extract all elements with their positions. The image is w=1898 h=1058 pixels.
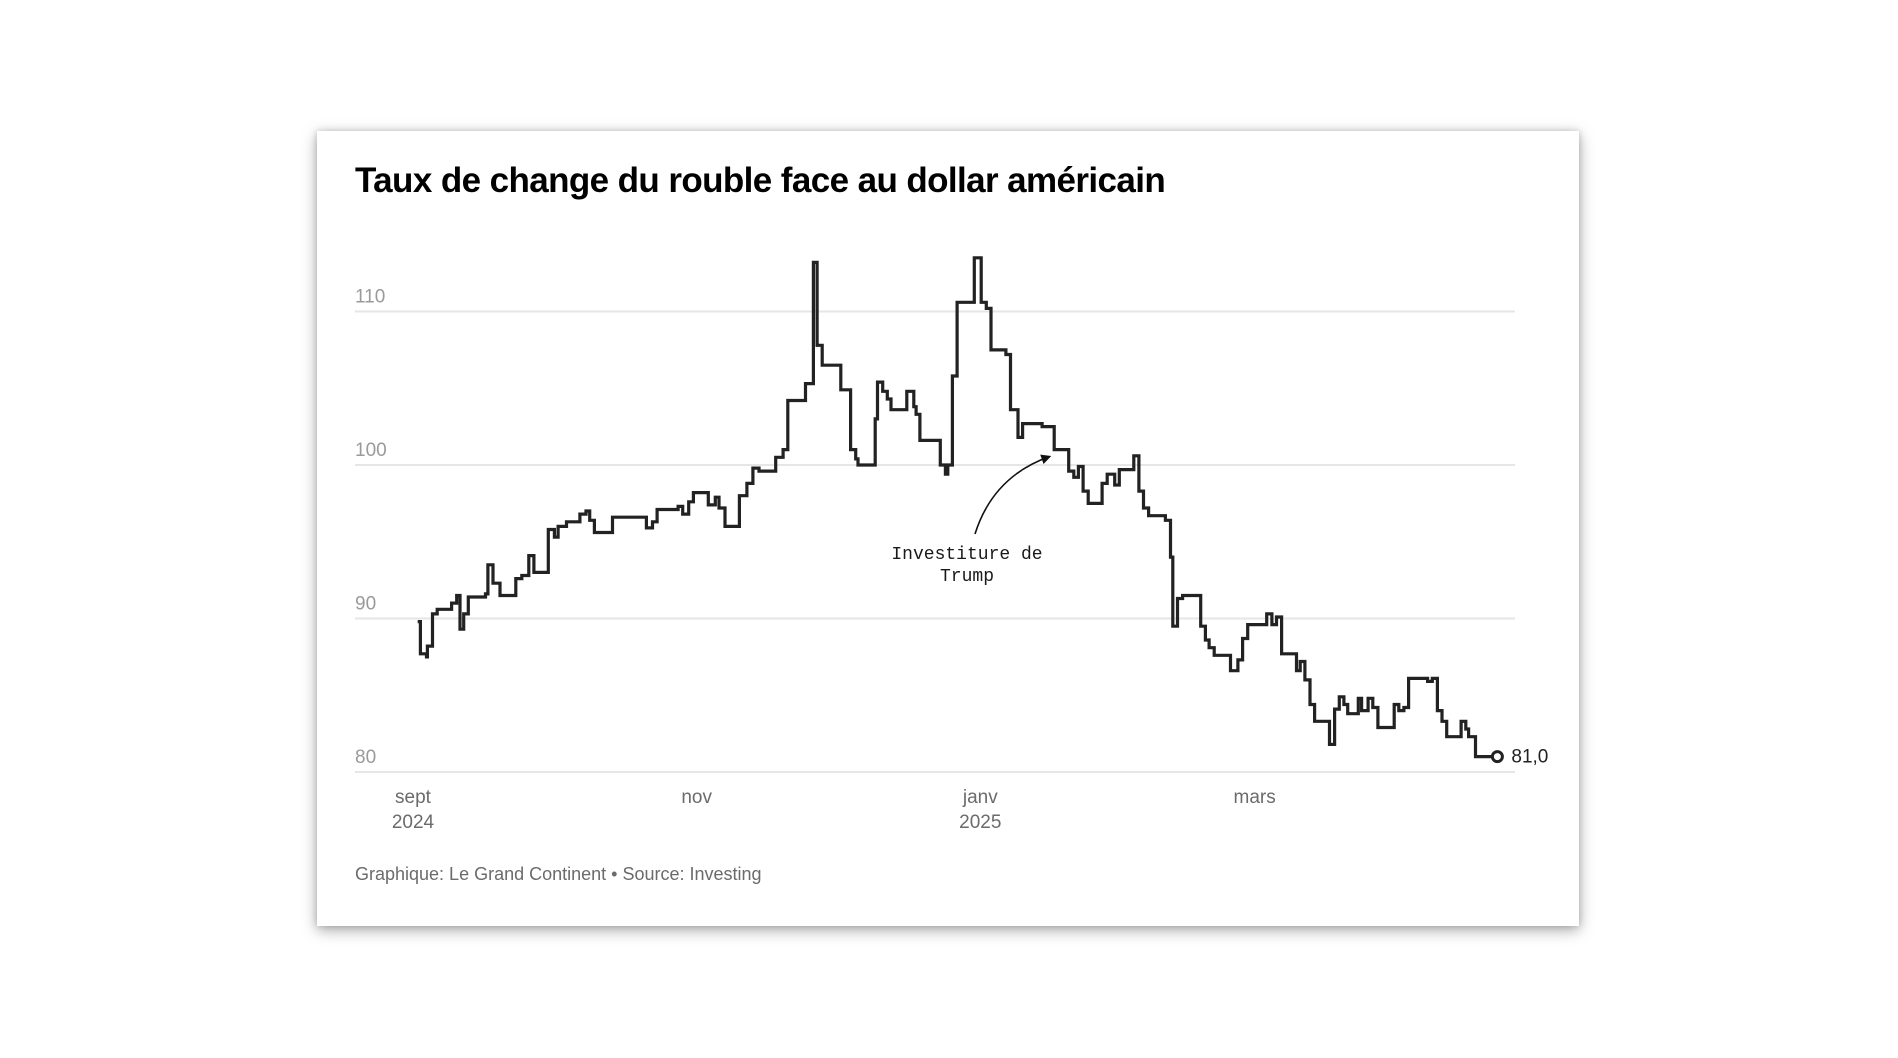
y-axis-labels: 80 90 100 110 bbox=[355, 287, 387, 769]
y-tick-label: 100 bbox=[355, 440, 387, 461]
y-tick-label: 90 bbox=[355, 594, 376, 615]
y-tick-label: 80 bbox=[355, 747, 376, 768]
chart-title: Taux de change du rouble face au dollar … bbox=[355, 161, 1166, 200]
x-tick-label: janv bbox=[962, 787, 998, 808]
x-tick-label: mars bbox=[1234, 787, 1276, 808]
annotation-arrow-icon bbox=[974, 454, 1052, 535]
gridlines bbox=[355, 310, 1515, 773]
y-tick-label: 110 bbox=[355, 287, 385, 308]
last-value-marker bbox=[1490, 750, 1504, 764]
exchange-rate-line bbox=[417, 256, 1498, 759]
annotation-line-1: Investiture de bbox=[891, 545, 1042, 565]
x-axis-labels: sept 2024 nov janv 2025 mars bbox=[392, 787, 1276, 833]
annotation-line-2: Trump bbox=[940, 567, 994, 587]
x-tick-year-label: 2025 bbox=[959, 812, 1001, 833]
x-tick-year-label: 2024 bbox=[392, 812, 435, 833]
chart-card: Taux de change du rouble face au dollar … bbox=[317, 131, 1579, 926]
chart-source: Graphique: Le Grand Continent • Source: … bbox=[355, 864, 762, 884]
last-value-label: 81,0 bbox=[1511, 747, 1548, 768]
x-tick-label: nov bbox=[681, 787, 712, 808]
x-tick-label: sept bbox=[395, 787, 432, 808]
